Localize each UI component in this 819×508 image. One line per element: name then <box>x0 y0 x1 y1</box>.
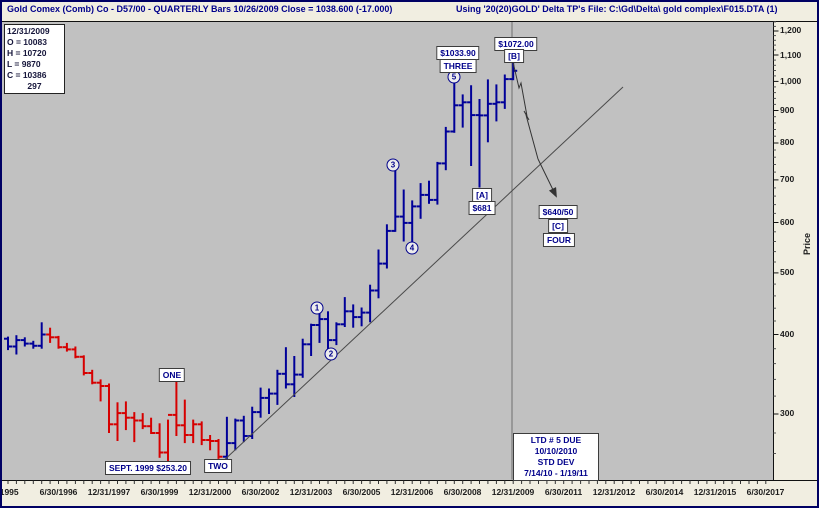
y-axis-label: 800 <box>780 137 795 148</box>
x-axis-label: 12/31/2015 <box>693 487 737 497</box>
x-axis-label: 6/30/2014 <box>645 487 684 497</box>
x-axis-label: 6/30/2002 <box>241 487 280 497</box>
quote-extra: 297 <box>27 81 42 91</box>
title-delta-tps: Using '20(20)GOLD' Delta TP's <box>456 4 586 14</box>
wave-circle-3: 3 <box>386 158 400 172</box>
label-price-target: $640/50 <box>538 205 578 219</box>
label-four: FOUR <box>542 233 576 247</box>
x-axis-label: 12/31/2012 <box>592 487 636 497</box>
y-axis-label: 400 <box>780 328 795 339</box>
ltd-projection-box: LTD # 5 DUE 10/10/2010 STD DEV 7/14/10 -… <box>513 433 599 481</box>
quote-info-box: 12/31/2009 O = 10083 H = 10720 L = 9870 … <box>4 24 65 94</box>
label-price-1033: $1033.90 <box>436 46 480 60</box>
ltd-line-1: LTD # 5 DUE <box>530 435 582 445</box>
x-axis-label: 12/31/1997 <box>87 487 131 497</box>
label-wave-b: [B] <box>504 49 524 63</box>
y-axis-label: 1,200 <box>780 25 802 36</box>
x-axis-label: 12/31/2000 <box>188 487 232 497</box>
quote-date: 12/31/2009 <box>7 26 50 36</box>
x-axis-label: 6/30/1996 <box>39 487 78 497</box>
label-one: ONE <box>158 368 186 382</box>
price-axis-title: Price <box>802 232 812 256</box>
wave-circle-1: 1 <box>310 301 324 315</box>
ltd-line-3: STD DEV <box>537 457 575 467</box>
quote-open: O = 10083 <box>7 37 47 47</box>
x-axis-label: 6/30/2008 <box>443 487 482 497</box>
title-instrument: Gold Comex (Comb) Co - D57/00 - QUARTERL… <box>7 4 393 14</box>
quote-close: C = 10386 <box>7 70 47 80</box>
y-axis-label: 300 <box>780 408 795 419</box>
date-axis-strip <box>0 480 819 507</box>
wave-circle-4: 4 <box>405 241 419 255</box>
y-axis-label: 500 <box>780 267 795 278</box>
label-sept-1999: SEPT. 1999 $253.20 <box>105 461 191 475</box>
x-axis-label: /1995 <box>0 487 19 497</box>
label-wave-c: [C] <box>548 219 568 233</box>
x-axis-label: 12/31/2009 <box>491 487 535 497</box>
ltd-line-2: 10/10/2010 <box>534 446 578 456</box>
label-three: THREE <box>439 59 477 73</box>
title-bar: Gold Comex (Comb) Co - D57/00 - QUARTERL… <box>0 0 819 22</box>
y-axis-label: 1,000 <box>780 75 802 86</box>
price-axis-strip <box>774 21 819 480</box>
y-axis-label: 700 <box>780 174 795 185</box>
x-axis-label: 12/31/2006 <box>390 487 434 497</box>
y-axis-label: 900 <box>780 104 795 115</box>
label-two: TWO <box>204 459 232 473</box>
title-file-path: File: C:\Gd\Delta\ gold complex\F015.DTA… <box>588 4 778 14</box>
x-axis-label: 6/30/2017 <box>746 487 785 497</box>
wave-circle-2: 2 <box>324 347 338 361</box>
x-axis-label: 6/30/2011 <box>544 487 583 497</box>
x-axis-label: 12/31/2003 <box>289 487 333 497</box>
plot-area[interactable] <box>2 21 774 480</box>
quote-high: H = 10720 <box>7 48 47 58</box>
x-axis-label: 6/30/2005 <box>342 487 381 497</box>
label-price-681: $681 <box>468 201 496 215</box>
y-axis-label: 1,100 <box>780 49 802 60</box>
y-axis-label: 600 <box>780 216 795 227</box>
label-wave-a: [A] <box>472 188 492 202</box>
quote-low: L = 9870 <box>7 59 41 69</box>
ltd-line-4: 7/14/10 - 1/19/11 <box>524 468 588 478</box>
x-axis-label: 6/30/1999 <box>140 487 179 497</box>
